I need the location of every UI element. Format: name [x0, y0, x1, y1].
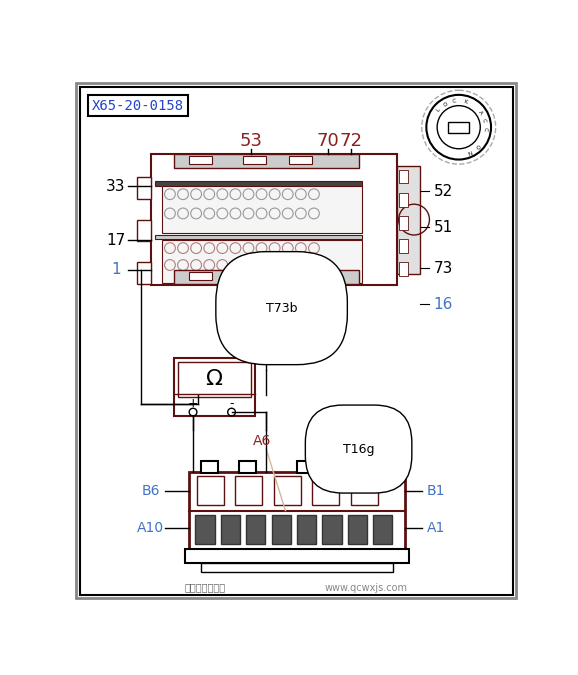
Text: X65-20-0158: X65-20-0158	[91, 99, 184, 113]
Text: A10: A10	[137, 520, 164, 535]
Text: 51: 51	[434, 220, 453, 235]
Bar	[348, 514, 367, 544]
Bar	[201, 460, 218, 473]
Bar	[251, 272, 274, 279]
Text: N: N	[467, 148, 473, 154]
Bar	[246, 514, 265, 544]
Text: L: L	[436, 107, 442, 113]
Bar	[397, 165, 420, 273]
Bar	[174, 358, 255, 416]
Bar	[351, 476, 378, 506]
Text: A: A	[477, 109, 483, 115]
Bar	[399, 262, 408, 276]
Bar	[399, 169, 408, 184]
Text: B6: B6	[142, 485, 160, 498]
Bar	[297, 272, 320, 279]
Text: K: K	[463, 99, 468, 105]
Bar	[137, 219, 151, 241]
Text: 70: 70	[316, 132, 339, 150]
Bar	[154, 235, 362, 239]
Bar	[137, 262, 151, 284]
Text: T16g: T16g	[343, 443, 375, 456]
Bar	[323, 514, 342, 544]
Bar	[221, 514, 240, 544]
Bar	[189, 272, 212, 279]
Text: 53: 53	[239, 132, 262, 150]
Text: 72: 72	[339, 132, 362, 150]
Bar	[399, 216, 408, 230]
Text: 17: 17	[106, 233, 125, 248]
Bar	[174, 269, 358, 283]
Bar	[448, 122, 469, 132]
Text: C: C	[482, 128, 487, 132]
Bar	[239, 460, 256, 473]
Text: 16: 16	[434, 297, 453, 312]
Bar	[297, 460, 314, 473]
Text: Ω: Ω	[205, 369, 223, 389]
Text: 33: 33	[106, 179, 126, 194]
Bar	[243, 157, 266, 164]
Bar	[186, 549, 409, 563]
Bar	[272, 514, 291, 544]
Bar	[151, 154, 397, 285]
Text: T73b: T73b	[266, 302, 297, 315]
Bar	[137, 178, 151, 199]
Bar	[380, 460, 397, 473]
Text: O: O	[474, 142, 480, 149]
Bar	[399, 239, 408, 252]
Bar	[195, 514, 214, 544]
Bar	[189, 472, 405, 549]
Text: -: -	[229, 397, 234, 410]
Text: 汽车维修技术网: 汽车维修技术网	[184, 583, 225, 593]
Text: O: O	[443, 101, 449, 108]
Bar	[177, 362, 251, 397]
Bar	[201, 563, 393, 572]
Bar	[174, 154, 358, 168]
Text: A6: A6	[253, 434, 272, 448]
Bar	[312, 476, 339, 506]
Bar	[162, 186, 362, 233]
Bar	[189, 157, 212, 164]
Text: +: +	[188, 397, 198, 410]
Text: 1: 1	[111, 262, 121, 277]
Text: B1: B1	[427, 485, 445, 498]
Text: C: C	[452, 99, 457, 104]
Bar	[339, 460, 356, 473]
Bar	[399, 192, 408, 207]
Bar	[235, 476, 262, 506]
Text: C: C	[481, 118, 487, 123]
Text: A1: A1	[427, 520, 445, 535]
Bar	[373, 514, 392, 544]
Text: www.qcwxjs.com: www.qcwxjs.com	[325, 583, 408, 593]
Text: 52: 52	[434, 184, 453, 198]
Bar	[87, 95, 188, 116]
Bar	[154, 181, 362, 186]
Bar	[297, 514, 316, 544]
Text: 73: 73	[434, 261, 453, 275]
Bar	[274, 476, 301, 506]
Bar	[197, 476, 224, 506]
Bar	[162, 240, 362, 283]
Bar	[290, 157, 312, 164]
